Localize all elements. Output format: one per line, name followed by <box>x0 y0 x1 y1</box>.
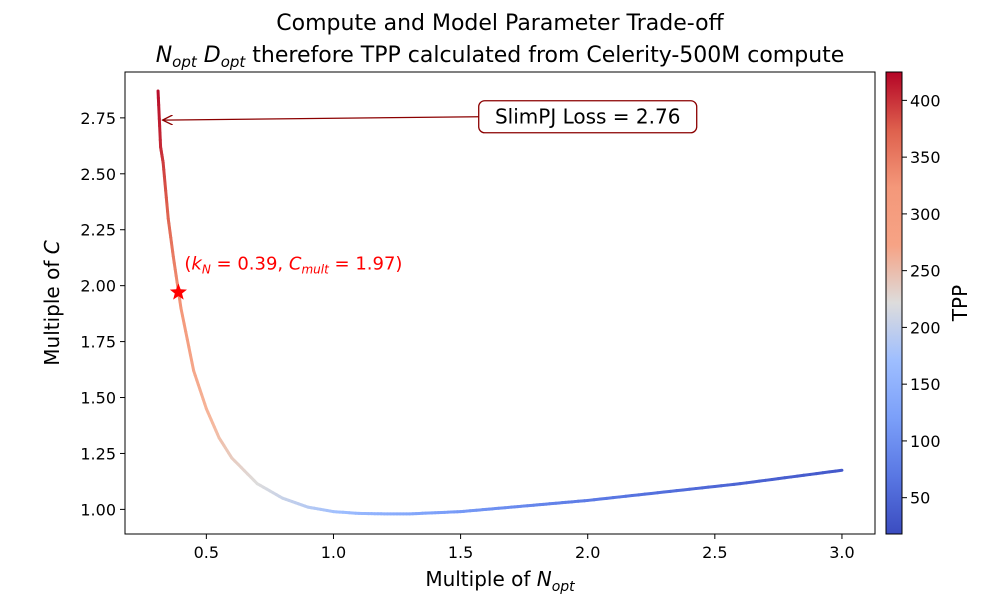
chart-title-line2: Nopt Dopt therefore TPP calculated from … <box>156 43 845 71</box>
x-axis-label-text: Multiple of <box>425 567 536 591</box>
title-n-var: N <box>156 43 172 68</box>
colorbar-tick-label: 300 <box>910 205 941 224</box>
colorbar-tick-label: 200 <box>910 318 941 337</box>
annotation-arrow <box>163 117 479 120</box>
title-rest: therefore TPP calculated from Celerity-5… <box>252 43 844 68</box>
x-tick-label: 3.0 <box>829 543 854 562</box>
optimum-label-k-sub: N <box>202 262 211 276</box>
tpp-curve <box>158 91 842 514</box>
y-tick-label: 2.50 <box>80 165 116 184</box>
annotation-text: SlimPJ Loss = 2.76 <box>495 105 680 129</box>
title-d-sub: opt <box>221 53 247 71</box>
x-axis-label-var: N <box>537 567 552 591</box>
x-tick-label: 2.5 <box>702 543 727 562</box>
colorbar-label: TPP <box>948 285 972 322</box>
y-tick-label: 2.25 <box>80 221 116 240</box>
y-tick-label: 2.00 <box>80 277 116 296</box>
colorbar-tick-label: 100 <box>910 432 941 451</box>
colorbar <box>886 72 902 534</box>
optimum-label-c-val: = 1.97) <box>329 253 403 274</box>
y-axis-ticks: 1.00 1.25 1.50 1.75 2.00 2.25 2.50 2.75 <box>80 109 125 520</box>
x-tick-label: 1.5 <box>448 543 473 562</box>
x-tick-label: 2.0 <box>575 543 600 562</box>
chart-title-line1: Compute and Model Parameter Trade-off <box>276 11 724 36</box>
colorbar-tick-label: 250 <box>910 262 941 281</box>
x-axis-label: Multiple of Nopt <box>425 567 575 595</box>
y-tick-label: 1.75 <box>80 333 116 352</box>
colorbar-tick-label: 400 <box>910 91 941 110</box>
y-axis-label-var: C <box>40 240 64 254</box>
y-axis-label-text: Multiple of <box>40 254 64 365</box>
title-d-var: D <box>204 43 221 68</box>
y-axis-label: Multiple of C <box>40 240 64 365</box>
y-tick-label: 1.00 <box>80 500 116 519</box>
x-axis-ticks: 0.5 1.0 1.5 2.0 2.5 3.0 <box>194 534 855 562</box>
x-tick-label: 1.0 <box>321 543 346 562</box>
title-n-sub: opt <box>172 53 198 71</box>
colorbar-tick-label: 50 <box>910 489 930 508</box>
colorbar-tick-label: 350 <box>910 148 941 167</box>
y-tick-label: 2.75 <box>80 109 116 128</box>
optimum-label-c: C <box>289 253 302 274</box>
x-tick-label: 0.5 <box>194 543 219 562</box>
colorbar-ticks: 50 100 150 200 250 300 350 400 <box>902 91 941 507</box>
colorbar-tick-label: 150 <box>910 375 941 394</box>
optimum-label: (kN = 0.39, Cmult = 1.97) <box>184 253 402 276</box>
optimum-label-c-sub: mult <box>301 262 330 276</box>
y-tick-label: 1.50 <box>80 389 116 408</box>
optimum-label-open: ( <box>184 253 191 274</box>
x-axis-label-sub: opt <box>552 579 575 595</box>
optimum-label-k-val: = 0.39, <box>211 253 289 274</box>
curve-segment <box>836 470 842 471</box>
y-tick-label: 1.25 <box>80 444 116 463</box>
